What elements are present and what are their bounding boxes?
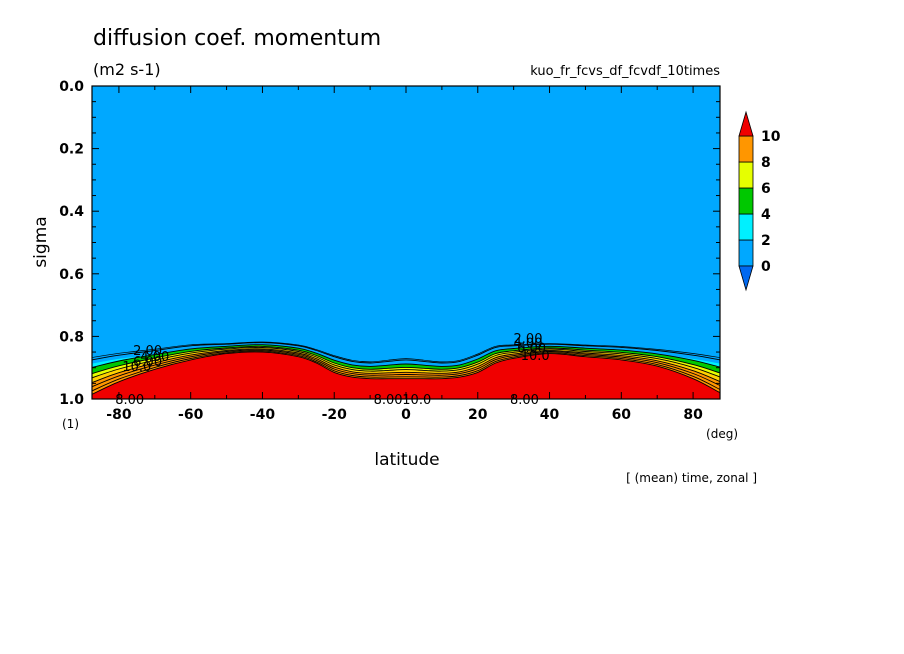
contour-line-1: [92, 342, 720, 364]
x-unit-label: (deg): [706, 427, 738, 441]
contour-label: 8.00: [510, 393, 539, 408]
contour-line-0: [92, 341, 720, 363]
contour-label: 8.00: [115, 393, 144, 408]
run-name: kuo_fr_fcvs_df_fcvdf_10times: [530, 64, 720, 79]
x-tick-label: 80: [683, 407, 703, 423]
x-tick-label: 0: [401, 407, 411, 423]
colorbar-tick-label: 4: [761, 207, 771, 223]
contour-label: 6.00: [517, 341, 546, 356]
x-tick-label: -60: [178, 407, 204, 423]
x-tick-label: 40: [540, 407, 560, 423]
contour-label: 2.00: [514, 332, 543, 347]
contour-label: 10.0: [402, 393, 431, 408]
contour-label: 6.00: [133, 355, 162, 370]
contour-label: 10.0: [521, 349, 550, 364]
y-tick-label: 0.2: [59, 142, 84, 158]
x-tick-label: -40: [250, 407, 276, 423]
contour-label: 2.00: [133, 344, 162, 359]
contour-line-8: [92, 351, 720, 395]
y-tick-label: 0.4: [59, 204, 84, 220]
contour-line-2: [92, 344, 720, 368]
x-axis-label: latitude: [374, 450, 439, 470]
colorbar-tick-label: 0: [761, 259, 771, 275]
footnote: [ (mean) time, zonal ]: [626, 471, 757, 485]
y-unit-label: (1): [62, 417, 79, 431]
x-tick-label: -20: [322, 407, 348, 423]
contour-label: 8.00: [374, 393, 403, 408]
contour-line-3: [92, 345, 720, 375]
colorbar-segment: [738, 239, 754, 267]
colorbar-segment: [738, 161, 754, 189]
y-tick-label: 0.6: [59, 267, 84, 283]
band-above-10: [92, 351, 720, 399]
x-tick-label: 60: [612, 407, 632, 423]
contour-line-4: [92, 346, 720, 379]
contour-line-7: [92, 350, 720, 392]
y-axis-label: sigma: [31, 216, 51, 267]
colorbar: 0 2 4 6 8 10: [738, 110, 781, 292]
x-tick-label: -80: [106, 407, 132, 423]
contour-line-6: [92, 349, 720, 388]
y-tick-label: 0.0: [59, 79, 84, 95]
colorbar-tick-label: 6: [761, 181, 771, 197]
colorbar-segment: [738, 187, 754, 215]
chart-title: diffusion coef. momentum: [93, 26, 381, 51]
contour-line-5: [92, 348, 720, 384]
colorbar-max-arrow: [738, 110, 754, 137]
chart-units: (m2 s-1): [93, 60, 161, 79]
y-tick-label: 0.8: [59, 329, 84, 345]
colorbar-tick-label: 10: [761, 129, 781, 145]
contour-label: 4.00: [514, 337, 543, 352]
colorbar-min-arrow: [738, 265, 754, 292]
x-tick-label: 20: [468, 407, 488, 423]
colorbar-segment: [738, 135, 754, 163]
colorbar-tick-label: 2: [761, 233, 771, 249]
plot-area: [92, 86, 720, 399]
contour-label: 4.00: [140, 350, 169, 365]
y-tick-label: 1.0: [59, 392, 84, 408]
colorbar-tick-label: 8: [761, 155, 771, 171]
colorbar-segment: [738, 213, 754, 241]
contour-label: 10.0: [122, 360, 151, 375]
